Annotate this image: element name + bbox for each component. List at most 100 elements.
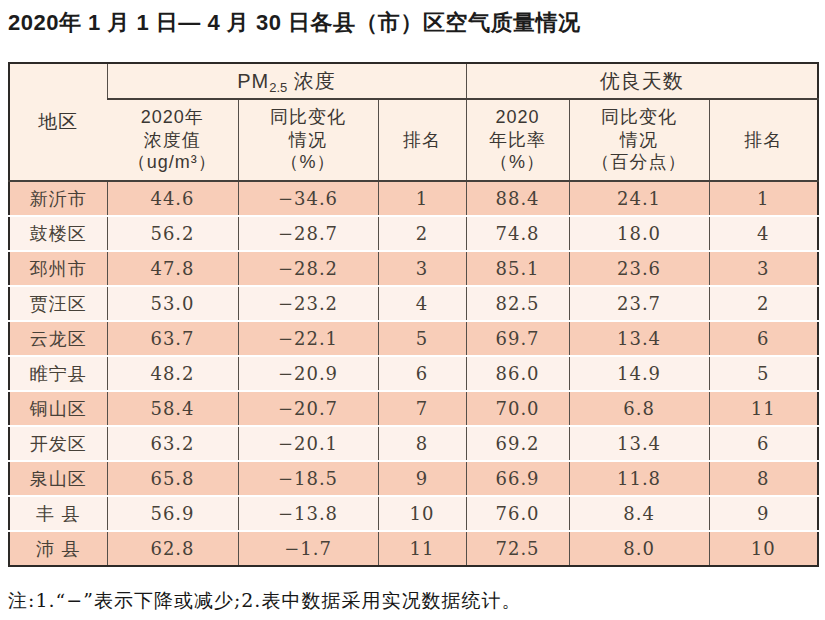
col-header-pm-change: 同比变化 情况 （%） — [238, 99, 378, 181]
cell-pm-change: −28.2 — [238, 251, 378, 286]
table-row: 开发区 63.2 −20.1 8 69.2 13.4 6 — [9, 426, 818, 461]
cell-region: 鼓楼区 — [9, 216, 107, 251]
cell-good-rank: 8 — [709, 461, 818, 496]
cell-good-rank: 10 — [709, 531, 818, 566]
cell-pm-rank: 4 — [378, 286, 466, 321]
cell-pm-rank: 11 — [378, 531, 466, 566]
cell-good-change: 11.8 — [569, 461, 709, 496]
cell-pm-change: −20.9 — [238, 356, 378, 391]
cell-good-rank: 11 — [709, 391, 818, 426]
group-header-pm25: PM2.5 浓度 — [107, 63, 466, 99]
cell-pm-rank: 5 — [378, 321, 466, 356]
col-header-good-ratio: 2020 年比率 （%） — [466, 99, 569, 181]
cell-pm-value: 53.0 — [107, 286, 238, 321]
cell-good-change: 13.4 — [569, 321, 709, 356]
cell-pm-change: −23.2 — [238, 286, 378, 321]
cell-good-ratio: 69.2 — [466, 426, 569, 461]
cell-region: 泉山区 — [9, 461, 107, 496]
cell-pm-rank: 3 — [378, 251, 466, 286]
cell-good-change: 24.1 — [569, 181, 709, 216]
table-footnote: 注:1.“−”表示下降或减少;2.表中数据采用实况数据统计。 — [8, 588, 818, 614]
cell-good-ratio: 72.5 — [466, 531, 569, 566]
pm-label: PM — [237, 70, 269, 92]
table-header: 地区 PM2.5 浓度 优良天数 2020年 浓度值 （ug/m³） 同比变化 … — [9, 63, 818, 181]
cell-good-rank: 1 — [709, 181, 818, 216]
table-row: 云龙区 63.7 −22.1 5 69.7 13.4 6 — [9, 321, 818, 356]
cell-pm-change: −34.6 — [238, 181, 378, 216]
cell-good-rank: 6 — [709, 426, 818, 461]
col-header-region: 地区 — [9, 63, 107, 181]
col-header-pm-value: 2020年 浓度值 （ug/m³） — [107, 99, 238, 181]
group-header-row: 地区 PM2.5 浓度 优良天数 — [9, 63, 818, 99]
cell-pm-rank: 10 — [378, 496, 466, 531]
group-header-good-days: 优良天数 — [466, 63, 818, 99]
table-row: 睢宁县 48.2 −20.9 6 86.0 14.9 5 — [9, 356, 818, 391]
cell-good-rank: 4 — [709, 216, 818, 251]
cell-good-ratio: 76.0 — [466, 496, 569, 531]
page-title: 2020年 1 月 1 日— 4 月 30 日各县（市）区空气质量情况 — [8, 8, 818, 38]
cell-pm-change: −20.1 — [238, 426, 378, 461]
cell-good-ratio: 70.0 — [466, 391, 569, 426]
cell-good-rank: 6 — [709, 321, 818, 356]
table-row: 泉山区 65.8 −18.5 9 66.9 11.8 8 — [9, 461, 818, 496]
cell-good-change: 13.4 — [569, 426, 709, 461]
cell-pm-value: 58.4 — [107, 391, 238, 426]
cell-region: 邳州市 — [9, 251, 107, 286]
cell-region: 新沂市 — [9, 181, 107, 216]
cell-region: 睢宁县 — [9, 356, 107, 391]
pm-label-suffix: 浓度 — [287, 70, 336, 92]
cell-good-ratio: 82.5 — [466, 286, 569, 321]
cell-pm-rank: 7 — [378, 391, 466, 426]
cell-pm-value: 47.8 — [107, 251, 238, 286]
table-row: 沛 县 62.8 −1.7 11 72.5 8.0 10 — [9, 531, 818, 566]
cell-pm-change: −18.5 — [238, 461, 378, 496]
cell-good-ratio: 86.0 — [466, 356, 569, 391]
cell-good-ratio: 88.4 — [466, 181, 569, 216]
cell-good-change: 23.6 — [569, 251, 709, 286]
cell-pm-rank: 8 — [378, 426, 466, 461]
cell-pm-value: 65.8 — [107, 461, 238, 496]
table-row: 邳州市 47.8 −28.2 3 85.1 23.6 3 — [9, 251, 818, 286]
cell-good-rank: 3 — [709, 251, 818, 286]
col-header-good-rank: 排名 — [709, 99, 818, 181]
cell-pm-change: −22.1 — [238, 321, 378, 356]
col-header-pm-rank: 排名 — [378, 99, 466, 181]
cell-pm-value: 48.2 — [107, 356, 238, 391]
cell-region: 云龙区 — [9, 321, 107, 356]
cell-pm-value: 56.2 — [107, 216, 238, 251]
table-row: 鼓楼区 56.2 −28.7 2 74.8 18.0 4 — [9, 216, 818, 251]
cell-good-change: 8.0 — [569, 531, 709, 566]
cell-pm-value: 63.2 — [107, 426, 238, 461]
cell-pm-rank: 9 — [378, 461, 466, 496]
sub-header-row: 2020年 浓度值 （ug/m³） 同比变化 情况 （%） 排名 2020 年比… — [9, 99, 818, 181]
col-header-good-change: 同比变化 情况 （百分点） — [569, 99, 709, 181]
cell-pm-rank: 6 — [378, 356, 466, 391]
cell-good-rank: 5 — [709, 356, 818, 391]
cell-pm-value: 44.6 — [107, 181, 238, 216]
cell-good-rank: 9 — [709, 496, 818, 531]
cell-good-ratio: 69.7 — [466, 321, 569, 356]
table-row: 新沂市 44.6 −34.6 1 88.4 24.1 1 — [9, 181, 818, 216]
cell-pm-value: 62.8 — [107, 531, 238, 566]
cell-good-change: 6.8 — [569, 391, 709, 426]
cell-good-change: 14.9 — [569, 356, 709, 391]
cell-region: 开发区 — [9, 426, 107, 461]
table-row: 铜山区 58.4 −20.7 7 70.0 6.8 11 — [9, 391, 818, 426]
pm-subscript: 2.5 — [269, 80, 287, 95]
cell-pm-rank: 1 — [378, 181, 466, 216]
table-row: 丰 县 56.9 −13.8 10 76.0 8.4 9 — [9, 496, 818, 531]
cell-pm-change: −28.7 — [238, 216, 378, 251]
cell-good-ratio: 85.1 — [466, 251, 569, 286]
cell-pm-value: 63.7 — [107, 321, 238, 356]
cell-region: 铜山区 — [9, 391, 107, 426]
cell-pm-change: −1.7 — [238, 531, 378, 566]
cell-pm-change: −13.8 — [238, 496, 378, 531]
cell-good-change: 18.0 — [569, 216, 709, 251]
cell-good-ratio: 74.8 — [466, 216, 569, 251]
cell-good-change: 23.7 — [569, 286, 709, 321]
cell-good-change: 8.4 — [569, 496, 709, 531]
cell-pm-change: −20.7 — [238, 391, 378, 426]
cell-region: 丰 县 — [9, 496, 107, 531]
table-body: 新沂市 44.6 −34.6 1 88.4 24.1 1 鼓楼区 56.2 −2… — [9, 181, 818, 566]
cell-region: 沛 县 — [9, 531, 107, 566]
